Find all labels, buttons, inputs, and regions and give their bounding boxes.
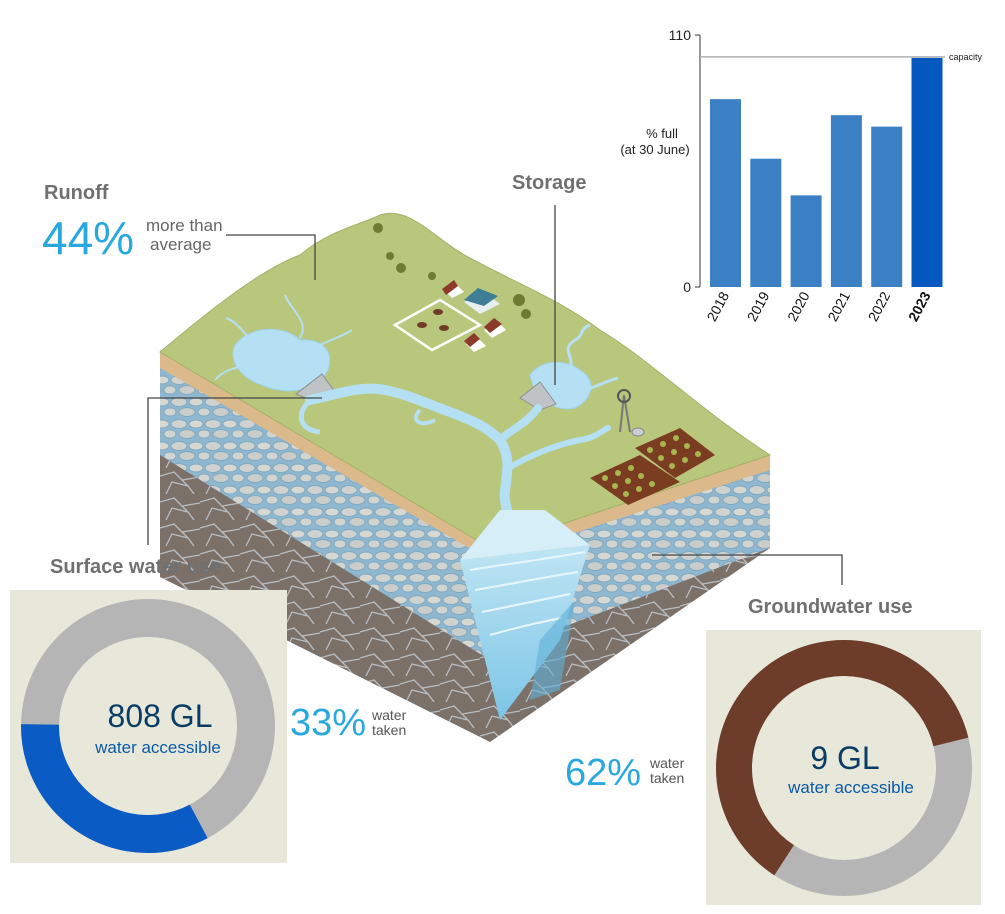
chart-bar-2020 [790, 195, 822, 287]
surface-water-donut [20, 599, 275, 853]
surface-water-taken-arc [20, 599, 275, 853]
chart-bar-2021 [830, 115, 862, 287]
groundwater-taken-note: water taken [650, 756, 684, 786]
chart-xtick-label-2018: 2018 [703, 289, 732, 324]
chart-bar-2023 [911, 57, 943, 288]
chart-bar-2018 [710, 99, 741, 288]
surface-water-taken-line2: taken [372, 722, 407, 738]
surface-water-taken-line1: water [372, 707, 407, 723]
crop-fields [590, 428, 715, 505]
storage-bar-chart: % full (at 30 June) 110 0 capacity 2018 2019… [620, 27, 983, 324]
river-valley-cut [460, 545, 590, 720]
chart-ytick-label: 0 [683, 279, 691, 295]
surface-water-taken-note: water taken [372, 708, 406, 738]
chart-bar-2019 [750, 158, 782, 287]
chart-xtick-label-2022: 2022 [865, 289, 894, 324]
runoff-heading: Runoff [44, 182, 109, 204]
surface-water-taken-percent: 33% [290, 702, 367, 744]
grassland-surface [159, 212, 772, 549]
runoff-note-line1: more than [146, 216, 223, 235]
groundwater-leader-line [652, 554, 843, 585]
surface-water-sublabel: water accessible [95, 738, 221, 757]
chart-xtick-label-2019: 2019 [744, 289, 773, 324]
left-face-aquifer [160, 355, 490, 660]
farm-houses [442, 280, 506, 352]
surface-water-value: 808 GL [107, 698, 213, 734]
groundwater-taken-line1: water [650, 755, 685, 771]
groundwater-donut [716, 640, 972, 896]
chart-xtick-label-2023: 2023 [905, 289, 934, 324]
surface-water-leader-line [147, 397, 322, 545]
groundwater-sublabel: water accessible [788, 778, 914, 797]
groundwater-taken-percent: 62% [565, 752, 642, 794]
chart-ylabel-line2: (at 30 June) [620, 142, 689, 157]
main-river [305, 383, 525, 545]
surface-water-heading: Surface water use [50, 556, 222, 578]
groundwater-value: 9 GL [810, 740, 880, 776]
chart-capacity-label: capacity [949, 52, 983, 62]
storage-heading: Storage [512, 172, 587, 194]
windmill [617, 389, 645, 437]
runoff-note-line2: average [150, 235, 212, 254]
left-dam-lake [232, 328, 331, 392]
chart-xtick-label-2020: 2020 [784, 289, 813, 324]
chart-xtick-label-2021: 2021 [824, 289, 853, 324]
chart-ylabel-line1: % full [646, 126, 678, 141]
runoff-note: more than average [146, 216, 223, 254]
runoff-leader-line [226, 234, 316, 280]
chart-ytick-label: 110 [669, 27, 692, 43]
runoff-percent: 44% [42, 212, 135, 264]
groundwater-taken-line2: taken [650, 770, 685, 786]
chart-bar-2022 [871, 126, 903, 288]
groundwater-heading: Groundwater use [748, 596, 913, 618]
left-face-bedrock [160, 440, 490, 742]
